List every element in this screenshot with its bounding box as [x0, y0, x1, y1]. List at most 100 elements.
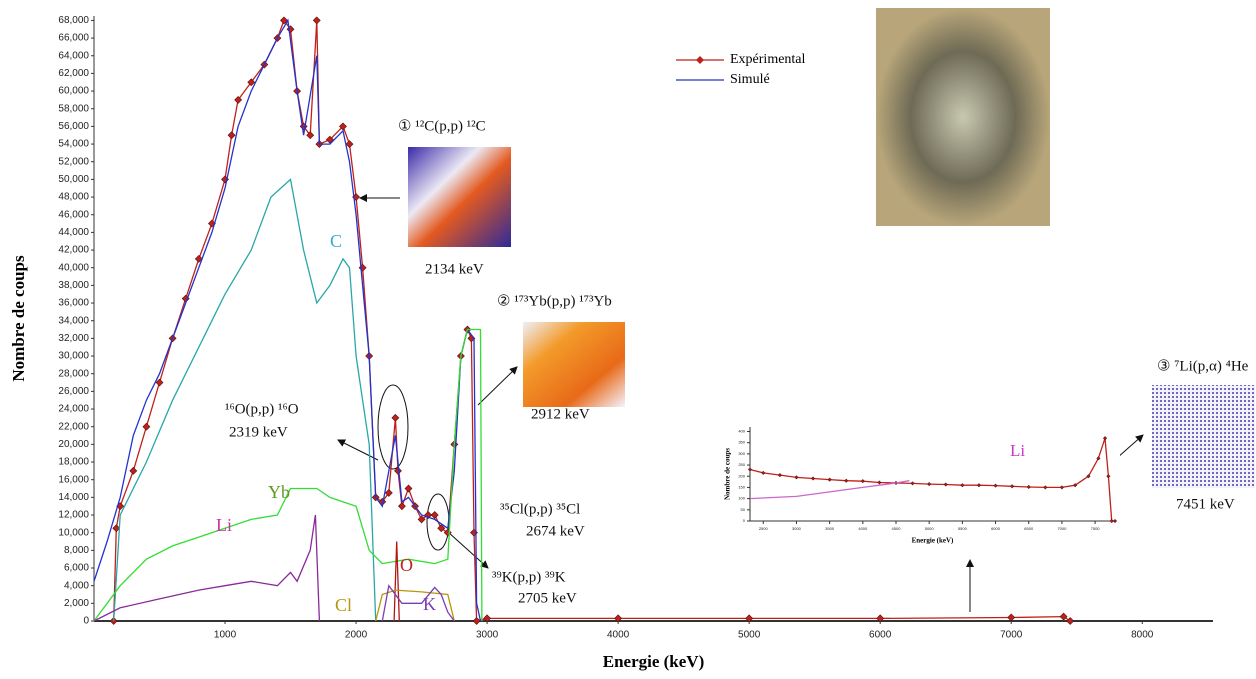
- y-tick-label: 2,000: [64, 598, 89, 609]
- data-point: [394, 466, 402, 475]
- legend-marker: [696, 56, 704, 64]
- data-point: [397, 502, 406, 511]
- data-point: [1043, 485, 1048, 490]
- y-tick-label: 58,000: [58, 103, 89, 114]
- x-tick-label: 3000: [476, 630, 499, 641]
- series-line: [93, 328, 483, 622]
- data-point: [437, 524, 446, 533]
- data-point: [993, 483, 998, 488]
- map-c: [408, 147, 511, 247]
- y-tick-label: 150: [738, 484, 745, 489]
- annotation: ³⁵Cl(p,p) ³⁵Cl: [500, 501, 580, 517]
- data-point: [306, 131, 315, 140]
- photo: [876, 8, 1050, 226]
- series-label: K: [423, 594, 436, 614]
- x-tick-label: 2500: [759, 526, 769, 531]
- y-tick-label: 60,000: [58, 86, 89, 97]
- data-point: [910, 481, 915, 486]
- x-tick-label: 7000: [1000, 630, 1023, 641]
- data-point: [339, 122, 347, 131]
- y-tick-label: 48,000: [58, 192, 89, 203]
- data-point: [745, 614, 754, 623]
- series-label: O: [400, 555, 413, 575]
- data-point: [443, 528, 452, 537]
- map-li: [1152, 385, 1255, 488]
- series-label: Cl: [335, 595, 352, 615]
- data-point: [234, 95, 243, 104]
- data-point: [1086, 474, 1091, 479]
- data-point: [424, 511, 433, 519]
- series-line: [375, 589, 455, 622]
- y-tick-label: 18,000: [58, 457, 89, 468]
- annotation: 7451 keV: [1176, 496, 1235, 512]
- x-tick-label: 7500: [1091, 526, 1101, 531]
- y-tick-label: 22,000: [58, 421, 89, 432]
- data-point: [391, 413, 400, 422]
- x-tick-label: 4500: [892, 526, 902, 531]
- y-tick-label: 34,000: [58, 315, 89, 326]
- data-point: [827, 477, 832, 482]
- data-point: [312, 16, 321, 25]
- y-tick-label: 200: [738, 473, 745, 478]
- y-tick-label: 50,000: [58, 174, 89, 185]
- data-point: [142, 422, 151, 431]
- annotation: 2134 keV: [425, 261, 484, 277]
- y-tick-label: 20,000: [58, 439, 89, 450]
- x-tick-label: 6000: [991, 526, 1001, 531]
- data-point: [194, 254, 203, 263]
- y-tick-label: 30,000: [58, 351, 89, 362]
- y-tick-label: 400: [738, 429, 745, 434]
- y-tick-label: 4,000: [64, 580, 89, 591]
- y-tick-label: 66,000: [58, 33, 89, 44]
- data-point: [1109, 518, 1114, 524]
- annotation: ³⁹K(p,p) ³⁹K: [492, 569, 566, 585]
- data-point: [112, 524, 121, 533]
- inset-frame: [735, 422, 1120, 557]
- y-tick-label: 50: [741, 507, 746, 512]
- series-line: [381, 584, 455, 622]
- series-label: C: [330, 231, 342, 251]
- y-tick-label: 10,000: [58, 527, 89, 538]
- series-line: [393, 541, 400, 622]
- x-tick-label: 6500: [1024, 526, 1034, 531]
- data-point: [1026, 484, 1031, 490]
- data-point: [430, 511, 439, 519]
- data-point: [129, 466, 138, 475]
- y-tick-label: 300: [738, 451, 745, 456]
- y-tick-label: 8,000: [64, 545, 89, 556]
- data-point: [1059, 612, 1068, 621]
- y-axis-title: Nombre de coups: [9, 255, 28, 382]
- annotation: 2319 keV: [229, 424, 288, 440]
- data-point: [1007, 613, 1016, 622]
- data-point: [325, 135, 334, 144]
- y-tick-label: 0: [743, 518, 746, 523]
- y-tick-label: 46,000: [58, 209, 89, 220]
- legend-label: Expérimental: [730, 52, 806, 67]
- y-tick-label: 16,000: [58, 474, 89, 485]
- y-tick-label: 28,000: [58, 368, 89, 379]
- data-point: [794, 475, 799, 480]
- y-tick-label: 14,000: [58, 492, 89, 503]
- data-point: [247, 78, 256, 87]
- annotation: 2674 keV: [526, 523, 585, 539]
- y-tick-label: 38,000: [58, 280, 89, 291]
- data-point: [384, 489, 393, 497]
- x-tick-label: 4000: [858, 526, 868, 531]
- y-axis-title: Nombre de coups: [724, 448, 732, 500]
- x-tick-label: 5000: [925, 526, 935, 531]
- series-label: Yb: [268, 482, 290, 502]
- data-point: [1010, 484, 1015, 489]
- data-point: [472, 617, 481, 625]
- series-line: [749, 480, 910, 500]
- y-tick-label: 64,000: [58, 50, 89, 61]
- legend-label: Simulé: [730, 72, 770, 87]
- map-yb: [523, 322, 625, 407]
- data-point: [227, 131, 236, 140]
- x-tick-label: 2000: [345, 630, 368, 641]
- series-label: Li: [216, 515, 232, 535]
- y-tick-label: 54,000: [58, 139, 89, 150]
- data-point: [1059, 485, 1064, 490]
- data-point: [1073, 483, 1078, 488]
- inset-annotation: Li: [1010, 441, 1025, 460]
